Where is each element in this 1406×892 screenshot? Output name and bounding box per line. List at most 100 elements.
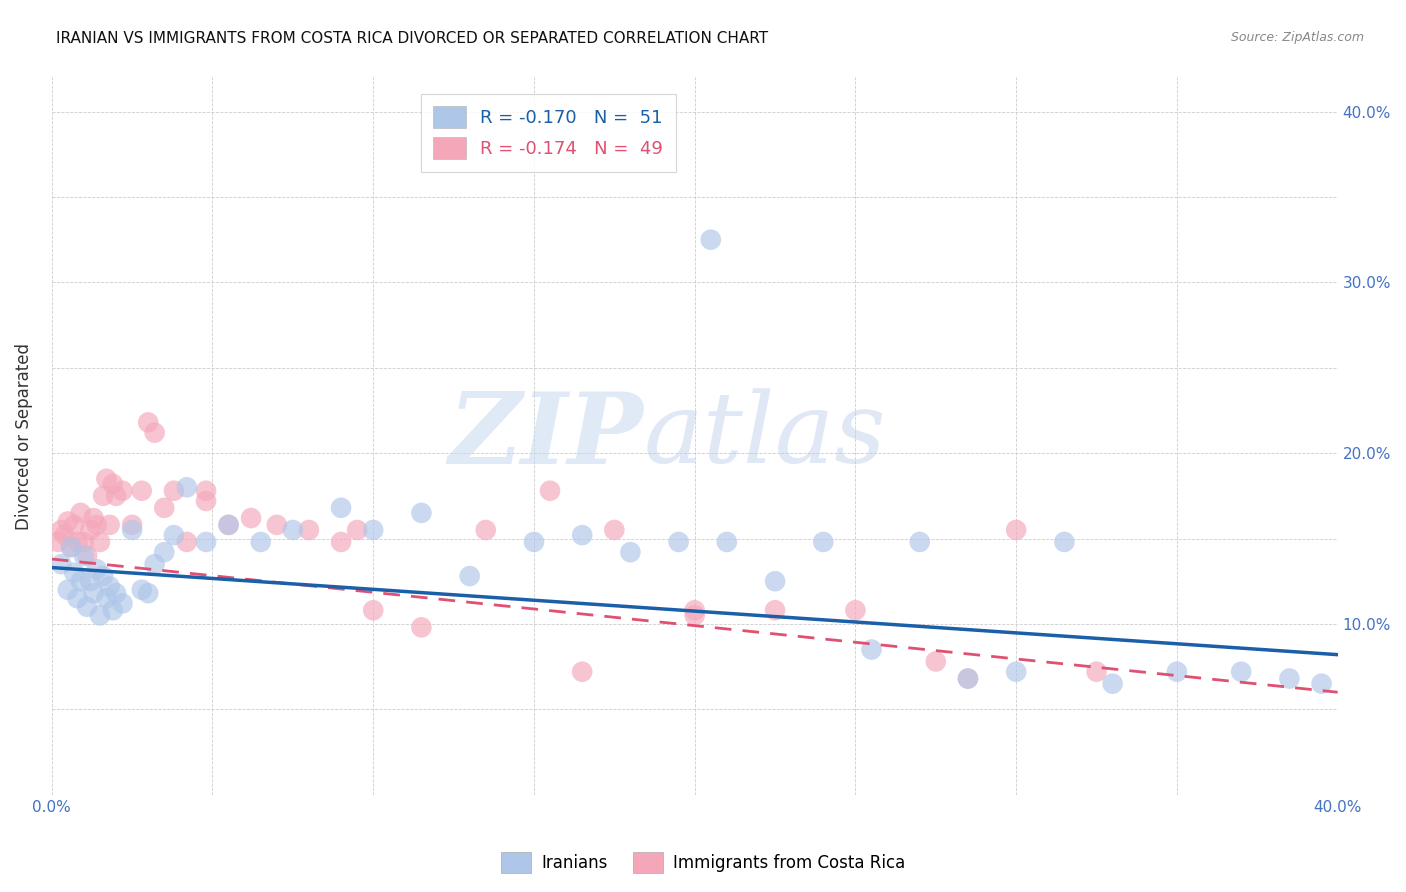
- Text: Source: ZipAtlas.com: Source: ZipAtlas.com: [1230, 31, 1364, 45]
- Point: [79, 574, 101, 589]
- Point: [908, 535, 931, 549]
- Point: [69, 506, 91, 520]
- Point: [79, 523, 101, 537]
- Text: IRANIAN VS IMMIGRANTS FROM COSTA RICA DIVORCED OR SEPARATED CORRELATION CHART: IRANIAN VS IMMIGRANTS FROM COSTA RICA DI…: [56, 31, 768, 46]
- Point: [716, 535, 738, 549]
- Point: [813, 535, 835, 549]
- Point: [46, 535, 69, 549]
- Point: [1085, 665, 1108, 679]
- Legend: Iranians, Immigrants from Costa Rica: Iranians, Immigrants from Costa Rica: [495, 846, 911, 880]
- Point: [1005, 665, 1028, 679]
- Point: [143, 425, 166, 440]
- Point: [298, 523, 321, 537]
- Point: [361, 523, 384, 537]
- Point: [411, 506, 433, 520]
- Point: [195, 483, 218, 498]
- Point: [73, 549, 96, 563]
- Point: [218, 517, 240, 532]
- Point: [86, 517, 108, 532]
- Point: [218, 517, 240, 532]
- Point: [136, 416, 159, 430]
- Point: [844, 603, 866, 617]
- Point: [111, 596, 134, 610]
- Point: [474, 523, 496, 537]
- Point: [956, 672, 979, 686]
- Point: [195, 494, 218, 508]
- Point: [121, 523, 143, 537]
- Point: [176, 480, 198, 494]
- Point: [571, 528, 593, 542]
- Point: [956, 672, 979, 686]
- Point: [249, 535, 271, 549]
- Point: [1005, 523, 1028, 537]
- Point: [700, 233, 723, 247]
- Point: [56, 515, 79, 529]
- Point: [1053, 535, 1076, 549]
- Point: [111, 483, 134, 498]
- Text: atlas: atlas: [644, 388, 886, 483]
- Point: [330, 535, 353, 549]
- Point: [136, 586, 159, 600]
- Point: [143, 557, 166, 571]
- Point: [603, 523, 626, 537]
- Point: [98, 517, 121, 532]
- Point: [51, 523, 73, 537]
- Point: [281, 523, 304, 537]
- Legend: R = -0.170   N =  51, R = -0.174   N =  49: R = -0.170 N = 51, R = -0.174 N = 49: [420, 94, 676, 172]
- Point: [91, 489, 114, 503]
- Point: [56, 582, 79, 597]
- Point: [163, 483, 186, 498]
- Point: [105, 489, 128, 503]
- Text: ZIP: ZIP: [449, 388, 644, 484]
- Point: [571, 665, 593, 679]
- Point: [538, 483, 561, 498]
- Point: [458, 569, 481, 583]
- Point: [86, 562, 108, 576]
- Point: [83, 511, 105, 525]
- Point: [83, 586, 105, 600]
- Point: [1278, 672, 1301, 686]
- Point: [51, 557, 73, 571]
- Point: [668, 535, 690, 549]
- Point: [89, 535, 111, 549]
- Point: [163, 528, 186, 542]
- Point: [91, 569, 114, 583]
- Point: [89, 608, 111, 623]
- Point: [76, 549, 98, 563]
- Point: [96, 472, 118, 486]
- Point: [153, 545, 176, 559]
- Point: [63, 517, 86, 532]
- Point: [131, 582, 153, 597]
- Point: [69, 574, 91, 589]
- Point: [121, 517, 143, 532]
- Point: [763, 574, 786, 589]
- Point: [361, 603, 384, 617]
- Point: [98, 579, 121, 593]
- Point: [860, 642, 883, 657]
- Point: [131, 483, 153, 498]
- Point: [73, 535, 96, 549]
- Point: [619, 545, 641, 559]
- Point: [1230, 665, 1253, 679]
- Point: [1310, 676, 1333, 690]
- Point: [76, 599, 98, 614]
- Point: [66, 535, 89, 549]
- Point: [763, 603, 786, 617]
- Point: [60, 540, 83, 554]
- Point: [60, 540, 83, 554]
- Y-axis label: Divorced or Separated: Divorced or Separated: [15, 343, 32, 530]
- Point: [523, 535, 546, 549]
- Point: [63, 566, 86, 580]
- Point: [266, 517, 288, 532]
- Point: [66, 591, 89, 606]
- Point: [195, 535, 218, 549]
- Point: [176, 535, 198, 549]
- Point: [683, 608, 706, 623]
- Point: [925, 655, 948, 669]
- Point: [101, 476, 124, 491]
- Point: [153, 500, 176, 515]
- Point: [346, 523, 368, 537]
- Point: [1101, 676, 1123, 690]
- Point: [101, 603, 124, 617]
- Point: [96, 591, 118, 606]
